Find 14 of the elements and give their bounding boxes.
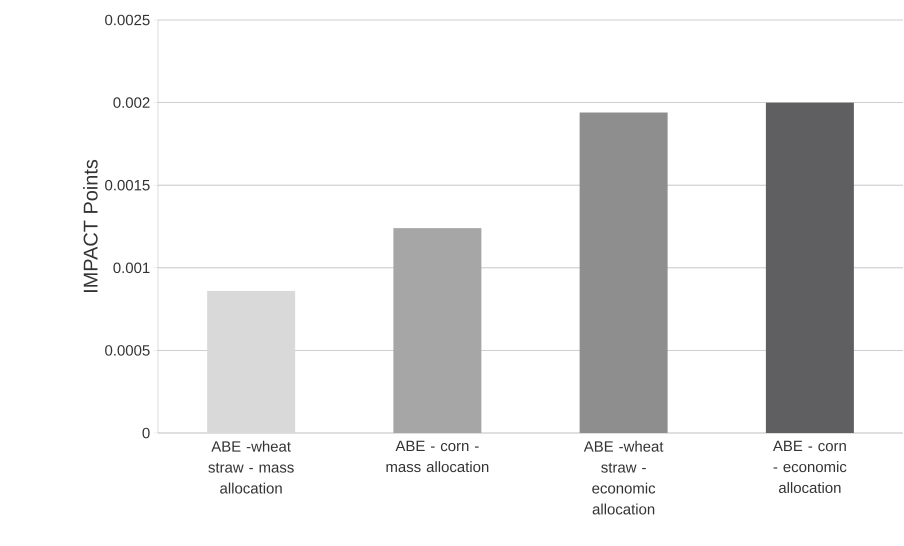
bar (207, 290, 296, 433)
bar (766, 102, 854, 433)
x-tick-label: ABE - corn - mass allocation (386, 440, 488, 472)
y-tick-label: 0.0005 (105, 345, 150, 356)
x-tick-label: ABE -wheat straw - economic allocation (584, 440, 664, 515)
y-axis-title: IMPACT Points (83, 160, 98, 292)
x-tick-label: ABE - corn - economic allocation (772, 440, 846, 494)
y-tick-label: 0.0025 (105, 14, 150, 26)
y-tick-label: 0.001 (113, 262, 150, 274)
x-tick-label: ABE -wheat straw - mass allocation (208, 440, 294, 494)
y-tick-label: 0 (142, 428, 150, 438)
bar (580, 112, 668, 433)
y-tick-label: 0.002 (113, 97, 150, 108)
y-tick-label: 0.0015 (105, 180, 150, 190)
